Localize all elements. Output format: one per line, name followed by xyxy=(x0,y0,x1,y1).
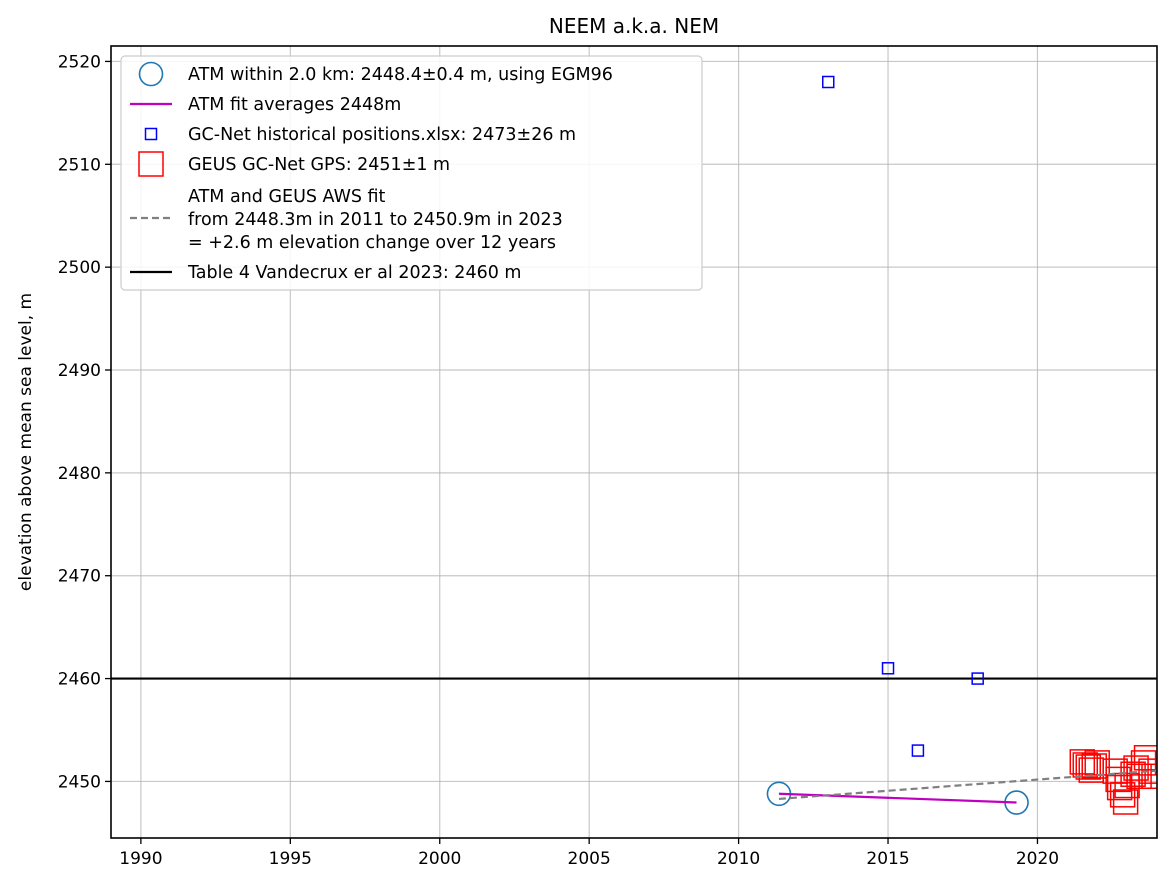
axes: 1990 1995 2000 2005 2010 2015 2020 2450 2460 2470… xyxy=(58,45,1158,869)
fit-line xyxy=(778,792,1017,804)
data-point-square xyxy=(1123,755,1149,781)
legend-marker-square xyxy=(144,127,158,141)
data-point-square xyxy=(1109,782,1136,808)
y-tick-label: 2490 xyxy=(58,361,101,381)
data-point-square xyxy=(822,75,835,89)
legend-item: Table 4 Vandecrux er al 2023: 2460 m xyxy=(130,263,521,283)
x-tick-label: 2005 xyxy=(568,849,611,869)
legend-label: from 2448.3m in 2011 to 2450.9m in 2023 xyxy=(188,210,563,230)
legend-box xyxy=(120,55,703,291)
data-point-square xyxy=(1075,754,1102,780)
y-tick-label: 2480 xyxy=(58,464,101,484)
chart-title: NEEM a.k.a. NEM xyxy=(549,14,719,38)
series-4 xyxy=(778,769,1157,801)
legend-marker-square xyxy=(138,151,164,177)
series-1 xyxy=(778,792,1017,804)
legend-label: ATM and GEUS AWS fit xyxy=(188,187,386,207)
data-point-square xyxy=(1138,758,1157,784)
fit-line-dashed xyxy=(778,769,1157,801)
legend-label: GEUS GC-Net GPS: 2451±1 m xyxy=(188,155,450,175)
legend-label: = +2.6 m elevation change over 12 years xyxy=(188,233,556,253)
legend-label: ATM fit averages 2448m xyxy=(188,95,401,115)
data-point-square xyxy=(1133,745,1157,771)
x-tick-label: 2010 xyxy=(717,849,760,869)
series-3 xyxy=(1069,745,1157,815)
legend-item: ATM fit averages 2448m xyxy=(130,95,401,115)
y-tick-label: 2470 xyxy=(58,567,101,587)
y-tick-label: 2500 xyxy=(58,258,101,278)
legend: ATM within 2.0 km: 2448.4±0.4 m, using E… xyxy=(120,55,703,291)
y-tick-label: 2510 xyxy=(58,155,101,175)
legend-label: GC-Net historical positions.xlsx: 2473±2… xyxy=(188,125,576,145)
data-point-square xyxy=(1112,789,1139,815)
x-tick-label: 1990 xyxy=(119,849,162,869)
legend-item: ATM and GEUS AWS fit from 2448.3m in 2011… xyxy=(130,187,563,253)
y-tick-label: 2460 xyxy=(58,670,101,690)
data-point-square xyxy=(1130,750,1157,776)
plot-area xyxy=(111,75,1157,815)
x-tick-label: 1995 xyxy=(269,849,312,869)
y-tick-label: 2450 xyxy=(58,772,101,792)
legend-label: ATM within 2.0 km: 2448.4±0.4 m, using E… xyxy=(188,65,613,85)
legend-marker-circle xyxy=(138,61,164,87)
data-point-square xyxy=(911,744,925,757)
data-point-square xyxy=(1081,753,1107,779)
y-tick-label: 2520 xyxy=(58,52,101,72)
series-2 xyxy=(822,75,984,757)
marks xyxy=(111,75,1157,815)
axes-frame xyxy=(110,45,1158,839)
legend-item: GEUS GC-Net GPS: 2451±1 m xyxy=(138,151,450,177)
legend-item: GC-Net historical positions.xlsx: 2473±2… xyxy=(144,125,576,145)
data-point-square xyxy=(881,662,895,675)
y-axis-label: elevation above mean sea level, m xyxy=(16,293,36,591)
data-point-square xyxy=(971,672,984,685)
data-point-square xyxy=(1141,763,1157,790)
x-tick-label: 2015 xyxy=(866,849,909,869)
x-tick-label: 2000 xyxy=(418,849,461,869)
x-tick-label: 2020 xyxy=(1016,849,1059,869)
legend-item: ATM within 2.0 km: 2448.4±0.4 m, using E… xyxy=(138,61,613,87)
legend-label: Table 4 Vandecrux er al 2023: 2460 m xyxy=(187,263,521,283)
